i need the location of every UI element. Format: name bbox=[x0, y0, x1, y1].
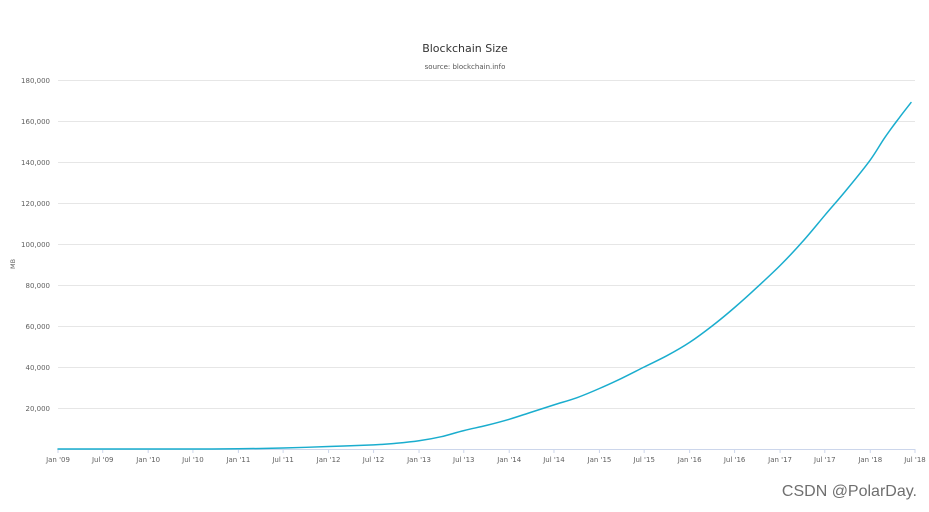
x-tick-label: Jul '13 bbox=[452, 456, 475, 464]
y-tick-label: 120,000 bbox=[21, 200, 50, 208]
y-tick-label: 20,000 bbox=[26, 405, 51, 413]
watermark: CSDN @PolarDay. bbox=[781, 483, 917, 500]
x-tick-label: Jul '17 bbox=[813, 456, 836, 464]
x-tick-label: Jan '12 bbox=[316, 456, 341, 464]
y-tick-labels: 20,000 40,000 60,000 80,000 100,000 120,000 14… bbox=[21, 77, 50, 413]
chart-subtitle: source: blockchain.info bbox=[425, 63, 506, 71]
y-tick-label: 40,000 bbox=[26, 364, 51, 372]
x-tick-label: Jan '16 bbox=[677, 456, 702, 464]
x-tick-label: Jan '15 bbox=[587, 456, 612, 464]
x-tick-label: Jan '09 bbox=[45, 456, 70, 464]
x-tick-label: Jan '10 bbox=[135, 456, 160, 464]
x-tick-label: Jul '16 bbox=[723, 456, 746, 464]
x-tick-label: Jan '18 bbox=[857, 456, 882, 464]
x-tick-label: Jul '14 bbox=[542, 456, 565, 464]
gridlines bbox=[58, 80, 915, 409]
x-tick-label: Jan '13 bbox=[406, 456, 431, 464]
y-tick-label: 60,000 bbox=[26, 323, 51, 331]
chart-title: Blockchain Size bbox=[422, 42, 508, 55]
y-tick-label: 140,000 bbox=[21, 159, 50, 167]
x-tick-labels: Jan '09 Jul '09 Jan '10 Jul '10 Jan '11 Jul '… bbox=[45, 456, 926, 464]
y-tick-label: 160,000 bbox=[21, 118, 50, 126]
series-layer bbox=[57, 101, 912, 450]
x-tick-label: Jan '17 bbox=[767, 456, 792, 464]
x-tick-label: Jul '12 bbox=[362, 456, 385, 464]
x-tick-label: Jul '10 bbox=[181, 456, 204, 464]
x-tick-label: Jul '11 bbox=[271, 456, 294, 464]
x-tick-label: Jan '11 bbox=[225, 456, 250, 464]
y-tick-label: 80,000 bbox=[26, 282, 51, 290]
x-tick-label: Jul '18 bbox=[903, 456, 926, 464]
series-line bbox=[57, 101, 912, 450]
y-tick-label: 180,000 bbox=[21, 77, 50, 85]
x-tick-label: Jan '14 bbox=[496, 456, 521, 464]
x-tick-label: Jul '09 bbox=[91, 456, 114, 464]
y-tick-label: 100,000 bbox=[21, 241, 50, 249]
x-tick-label: Jul '15 bbox=[632, 456, 655, 464]
y-axis-label: MB bbox=[9, 259, 17, 269]
